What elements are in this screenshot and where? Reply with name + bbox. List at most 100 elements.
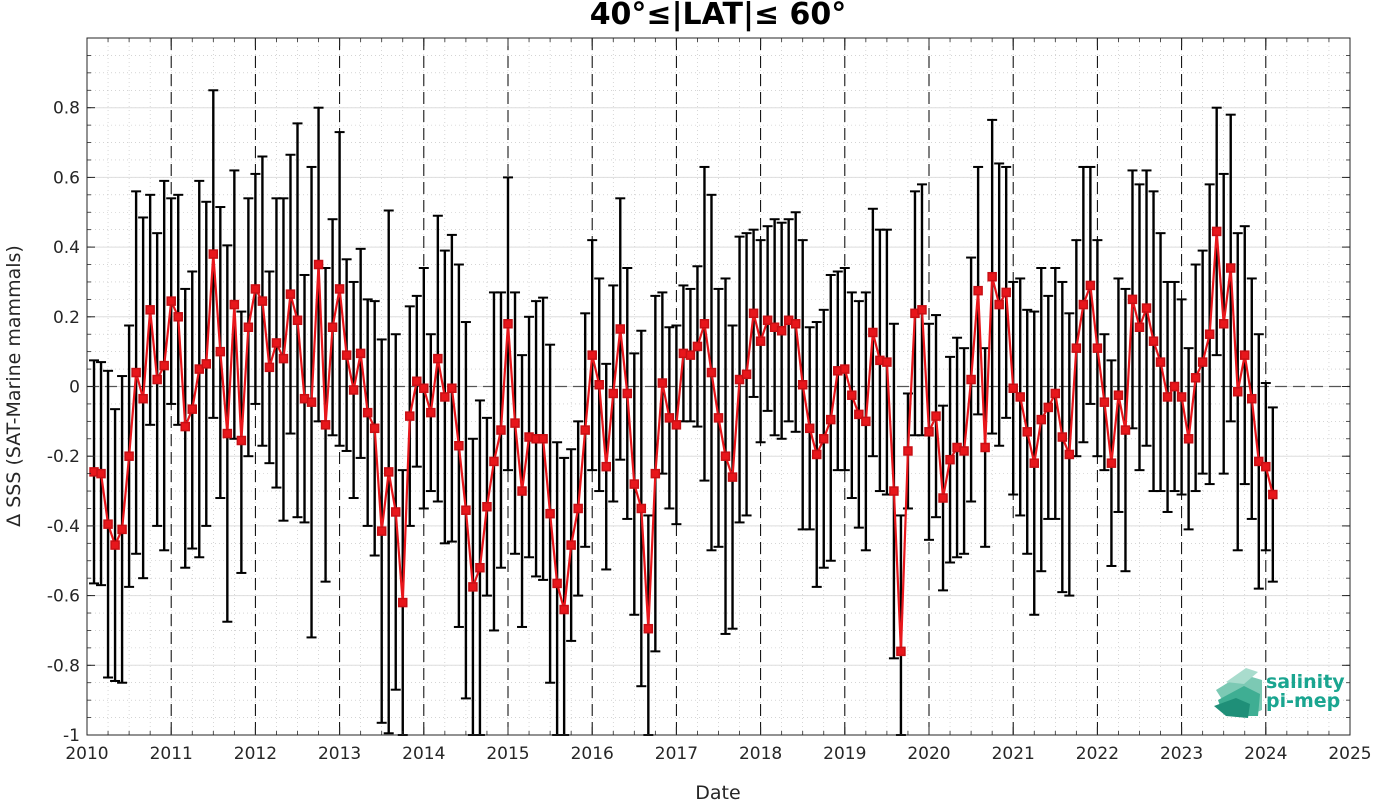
data-point-marker bbox=[1085, 280, 1096, 291]
data-point-marker bbox=[1127, 294, 1138, 305]
y-tick-label: -1 bbox=[63, 726, 80, 746]
data-point-marker bbox=[538, 434, 548, 444]
data-point-marker bbox=[110, 540, 120, 550]
data-point-marker bbox=[692, 341, 703, 352]
x-tick-label: 2012 bbox=[234, 744, 277, 764]
data-point-marker bbox=[615, 324, 626, 334]
data-point-marker bbox=[348, 385, 359, 395]
y-tick-label: 0 bbox=[69, 378, 80, 398]
data-point-marker bbox=[1050, 388, 1061, 399]
data-point-marker bbox=[187, 404, 197, 414]
data-point-marker bbox=[180, 421, 190, 432]
y-tick-label: -0.6 bbox=[47, 587, 80, 607]
data-point-marker bbox=[811, 449, 822, 460]
data-point-marker bbox=[145, 305, 155, 315]
data-point-marker bbox=[1078, 299, 1089, 310]
y-tick-label: -0.2 bbox=[47, 447, 80, 467]
data-point-marker bbox=[475, 562, 485, 573]
data-point-marker bbox=[755, 336, 766, 346]
data-point-marker bbox=[236, 435, 247, 446]
data-point-marker bbox=[320, 420, 331, 430]
data-point-marker bbox=[664, 413, 675, 423]
data-point-marker bbox=[117, 524, 127, 535]
data-point-marker bbox=[482, 501, 492, 512]
data-point-marker bbox=[1043, 402, 1054, 413]
data-point-marker bbox=[1211, 226, 1222, 237]
x-tick-label: 2018 bbox=[739, 744, 782, 764]
data-point-marker bbox=[215, 346, 226, 357]
data-point-marker bbox=[720, 451, 731, 461]
data-point-marker bbox=[376, 526, 387, 536]
data-point-marker bbox=[468, 582, 478, 592]
data-point-marker bbox=[1218, 319, 1229, 329]
data-point-marker bbox=[426, 407, 436, 418]
data-point-marker bbox=[159, 360, 169, 371]
x-tick-label: 2019 bbox=[823, 744, 866, 764]
data-point-marker bbox=[327, 322, 338, 333]
data-point-marker bbox=[1169, 381, 1180, 392]
data-point-marker bbox=[243, 322, 254, 333]
data-point-marker bbox=[650, 468, 661, 479]
data-point-marker bbox=[1029, 458, 1039, 468]
data-point-marker bbox=[1254, 456, 1264, 467]
x-tick-label: 2024 bbox=[1244, 744, 1287, 764]
chart-title: 40°≤|LAT|≤ 60° bbox=[590, 0, 847, 32]
data-point-marker bbox=[559, 604, 569, 615]
data-point-marker bbox=[1015, 392, 1025, 402]
data-point-marker bbox=[959, 446, 969, 456]
data-point-marker bbox=[369, 423, 380, 434]
data-point-marker bbox=[306, 397, 317, 407]
x-tick-label: 2011 bbox=[150, 744, 193, 764]
data-point-marker bbox=[1064, 449, 1075, 460]
data-point-marker bbox=[776, 325, 787, 336]
data-point-marker bbox=[636, 503, 647, 514]
y-tick-label: 0.4 bbox=[53, 238, 80, 258]
data-point-marker bbox=[608, 388, 618, 399]
data-point-marker bbox=[313, 259, 324, 270]
logo-wave-icon bbox=[1214, 668, 1262, 718]
data-point-marker bbox=[166, 296, 176, 306]
data-point-marker bbox=[706, 367, 717, 378]
data-point-marker bbox=[454, 440, 464, 451]
data-point-marker bbox=[264, 362, 275, 373]
x-tick-label: 2015 bbox=[486, 744, 529, 764]
data-point-marker bbox=[840, 364, 850, 374]
data-point-marker bbox=[1148, 336, 1159, 346]
data-point-marker bbox=[1057, 432, 1068, 442]
x-tick-label: 2017 bbox=[655, 744, 698, 764]
data-point-marker bbox=[1036, 414, 1047, 425]
y-tick-label: 0.6 bbox=[53, 168, 80, 188]
data-point-marker bbox=[1232, 386, 1243, 397]
data-point-marker bbox=[390, 507, 401, 517]
data-point-marker bbox=[362, 407, 373, 418]
x-tick-label: 2025 bbox=[1328, 744, 1371, 764]
data-point-marker bbox=[1176, 392, 1187, 402]
data-point-marker bbox=[271, 338, 282, 348]
data-point-marker bbox=[503, 319, 513, 329]
data-point-marker bbox=[622, 388, 633, 399]
data-point-marker bbox=[1240, 350, 1250, 360]
data-point-marker bbox=[580, 425, 590, 435]
x-tick-label: 2022 bbox=[1076, 744, 1119, 764]
data-point-marker bbox=[1001, 287, 1011, 298]
data-point-marker bbox=[103, 519, 113, 529]
data-point-marker bbox=[748, 308, 759, 319]
data-point-marker bbox=[96, 468, 106, 479]
data-point-marker bbox=[1106, 458, 1117, 468]
y-tick-label: -0.4 bbox=[47, 517, 80, 537]
y-tick-label: 0.8 bbox=[53, 99, 80, 119]
data-point-marker bbox=[790, 319, 801, 329]
data-point-marker bbox=[938, 493, 948, 503]
data-point-marker bbox=[1204, 329, 1215, 339]
data-point-marker bbox=[826, 414, 836, 425]
data-point-marker bbox=[334, 284, 345, 294]
data-point-marker bbox=[882, 357, 892, 367]
data-point-marker bbox=[1247, 393, 1257, 404]
data-point-marker bbox=[173, 312, 183, 322]
data-point-marker bbox=[699, 319, 710, 329]
data-point-marker bbox=[854, 409, 864, 420]
x-tick-label: 2020 bbox=[907, 744, 950, 764]
data-point-marker bbox=[924, 427, 934, 437]
x-tick-labels: 2010 2011 2012 2013 2014 2015 2016 2017 2018 2019… bbox=[65, 744, 1371, 764]
data-point-marker bbox=[194, 364, 205, 374]
